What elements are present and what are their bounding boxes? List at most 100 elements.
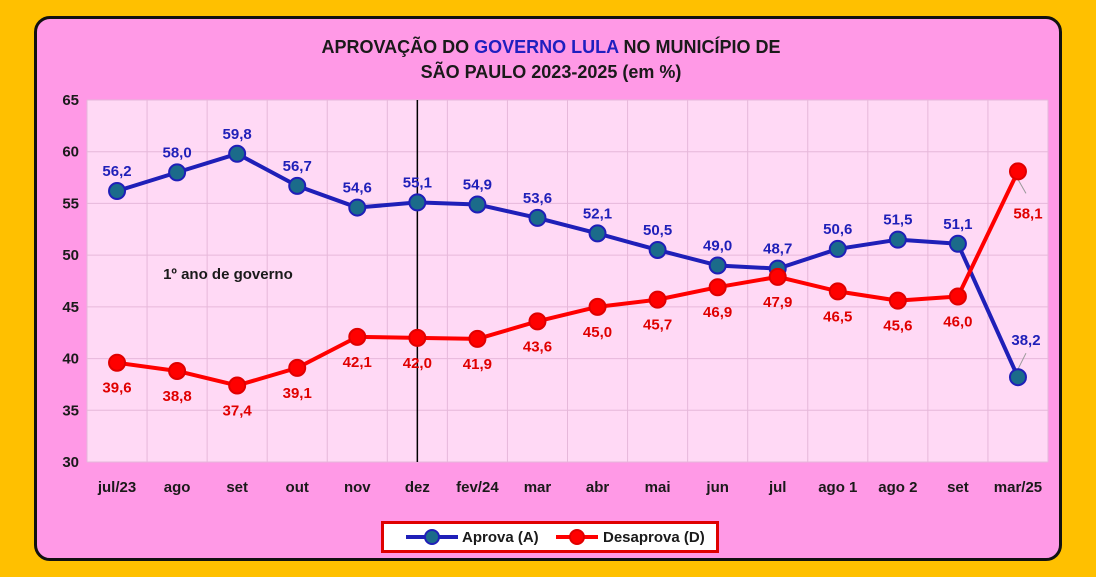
title-line2: SÃO PAULO 2023-2025 (em %)	[420, 62, 682, 82]
data-label-aprova: 38,2	[1011, 332, 1040, 349]
data-label-aprova: 56,2	[102, 163, 131, 180]
point-aprova	[948, 234, 967, 253]
data-label-desaprova: 58,1	[1013, 205, 1042, 222]
point-desaprova	[228, 376, 247, 395]
legend: Aprova (A) Desaprova (D)	[381, 521, 719, 553]
data-label-desaprova: 45,6	[883, 318, 912, 335]
data-label-desaprova: 37,4	[223, 402, 253, 419]
point-aprova	[888, 230, 907, 249]
x-tick-label: jun	[705, 479, 729, 496]
title-highlight: GOVERNO LULA	[474, 37, 619, 57]
data-label-desaprova: 47,9	[763, 294, 792, 311]
point-aprova	[348, 198, 367, 217]
point-desaprova	[468, 329, 487, 348]
data-label-aprova: 55,1	[403, 174, 432, 191]
point-aprova	[1008, 368, 1027, 387]
y-tick-label: 40	[62, 351, 79, 368]
data-label-desaprova: 39,1	[283, 385, 312, 402]
x-tick-label: out	[286, 479, 309, 496]
data-label-aprova: 54,6	[343, 180, 372, 197]
point-desaprova	[108, 353, 127, 372]
legend-aprova-marker	[424, 529, 440, 545]
point-aprova	[168, 163, 187, 182]
x-tick-label: mai	[645, 479, 671, 496]
point-aprova	[288, 176, 307, 195]
legend-desaprova-marker	[569, 529, 585, 545]
data-label-aprova: 53,6	[523, 190, 552, 207]
point-desaprova	[528, 312, 547, 331]
point-aprova	[528, 208, 547, 227]
y-tick-label: 45	[62, 299, 79, 316]
data-label-aprova: 56,7	[283, 158, 312, 175]
point-desaprova	[768, 267, 787, 286]
data-label-desaprova: 45,7	[643, 317, 672, 334]
legend-desaprova-label: Desaprova (D)	[603, 529, 705, 546]
chart-card: APROVAÇÃO DO GOVERNO LULA NO MUNICÍPIO D…	[34, 16, 1062, 561]
point-aprova	[648, 240, 667, 259]
first-year-annotation: 1º ano de governo	[163, 266, 293, 283]
data-label-aprova: 50,6	[823, 221, 852, 238]
data-label-desaprova: 39,6	[102, 380, 131, 397]
data-label-aprova: 59,8	[223, 126, 252, 143]
data-label-desaprova: 46,0	[943, 314, 972, 331]
point-desaprova	[408, 328, 427, 347]
series-line-aprova	[116, 151, 1020, 379]
x-tick-label: set	[226, 479, 248, 496]
y-tick-label: 30	[62, 454, 79, 471]
x-tick-label: jul/23	[97, 479, 136, 496]
point-aprova	[468, 195, 487, 214]
data-label-aprova: 58,0	[162, 144, 191, 161]
x-tick-label: fev/24	[456, 479, 499, 496]
data-label-aprova: 51,5	[883, 212, 912, 229]
point-desaprova	[288, 358, 307, 377]
y-tick-label: 60	[62, 144, 79, 161]
title-part2: NO MUNICÍPIO DE	[618, 37, 781, 57]
x-tick-label: ago 1	[818, 479, 857, 496]
point-aprova	[228, 144, 247, 163]
data-label-desaprova: 38,8	[162, 388, 191, 405]
point-desaprova	[588, 297, 607, 316]
x-tick-label: ago 2	[878, 479, 917, 496]
point-desaprova	[708, 278, 727, 297]
data-label-aprova: 54,9	[463, 176, 492, 193]
title-part1: APROVAÇÃO DO	[321, 37, 475, 57]
x-tick-label: set	[947, 479, 969, 496]
data-label-desaprova: 46,9	[703, 304, 732, 321]
leader-line-aprova	[1017, 352, 1027, 370]
x-tick-label: mar	[524, 479, 552, 496]
data-label-aprova: 49,0	[703, 237, 732, 254]
point-aprova	[708, 256, 727, 275]
data-label-desaprova: 46,5	[823, 308, 852, 325]
data-label-desaprova: 41,9	[463, 356, 492, 373]
point-desaprova	[168, 361, 187, 380]
y-tick-label: 35	[62, 402, 79, 419]
x-tick-label: dez	[405, 479, 430, 496]
x-tick-label: abr	[586, 479, 610, 496]
point-desaprova	[888, 291, 907, 310]
point-desaprova	[828, 282, 847, 301]
data-label-aprova: 50,5	[643, 222, 672, 239]
point-aprova	[408, 193, 427, 212]
x-tick-label: ago	[164, 479, 191, 496]
point-desaprova	[948, 287, 967, 306]
data-label-aprova: 48,7	[763, 241, 792, 258]
y-tick-label: 50	[62, 247, 79, 264]
point-aprova	[588, 224, 607, 243]
point-aprova	[108, 182, 127, 201]
data-label-aprova: 52,1	[583, 205, 612, 222]
y-tick-label: 65	[62, 92, 79, 109]
x-tick-label: jul	[768, 479, 787, 496]
point-desaprova	[348, 327, 367, 346]
data-label-desaprova: 42,1	[343, 354, 372, 371]
point-desaprova	[648, 290, 667, 309]
data-label-desaprova: 45,0	[583, 324, 612, 341]
point-aprova	[828, 239, 847, 258]
data-label-aprova: 51,1	[943, 216, 972, 233]
x-tick-label: mar/25	[994, 479, 1042, 496]
data-label-desaprova: 43,6	[523, 338, 552, 355]
x-tick-label: nov	[344, 479, 371, 496]
series-line-desaprova	[116, 170, 1020, 388]
line-chart: 30 35 40 45 50 55 60 65 jul/23 ago set out nov dez fev…	[62, 92, 1049, 496]
legend-aprova-label: Aprova (A)	[462, 529, 539, 546]
data-label-desaprova: 42,0	[403, 355, 432, 372]
